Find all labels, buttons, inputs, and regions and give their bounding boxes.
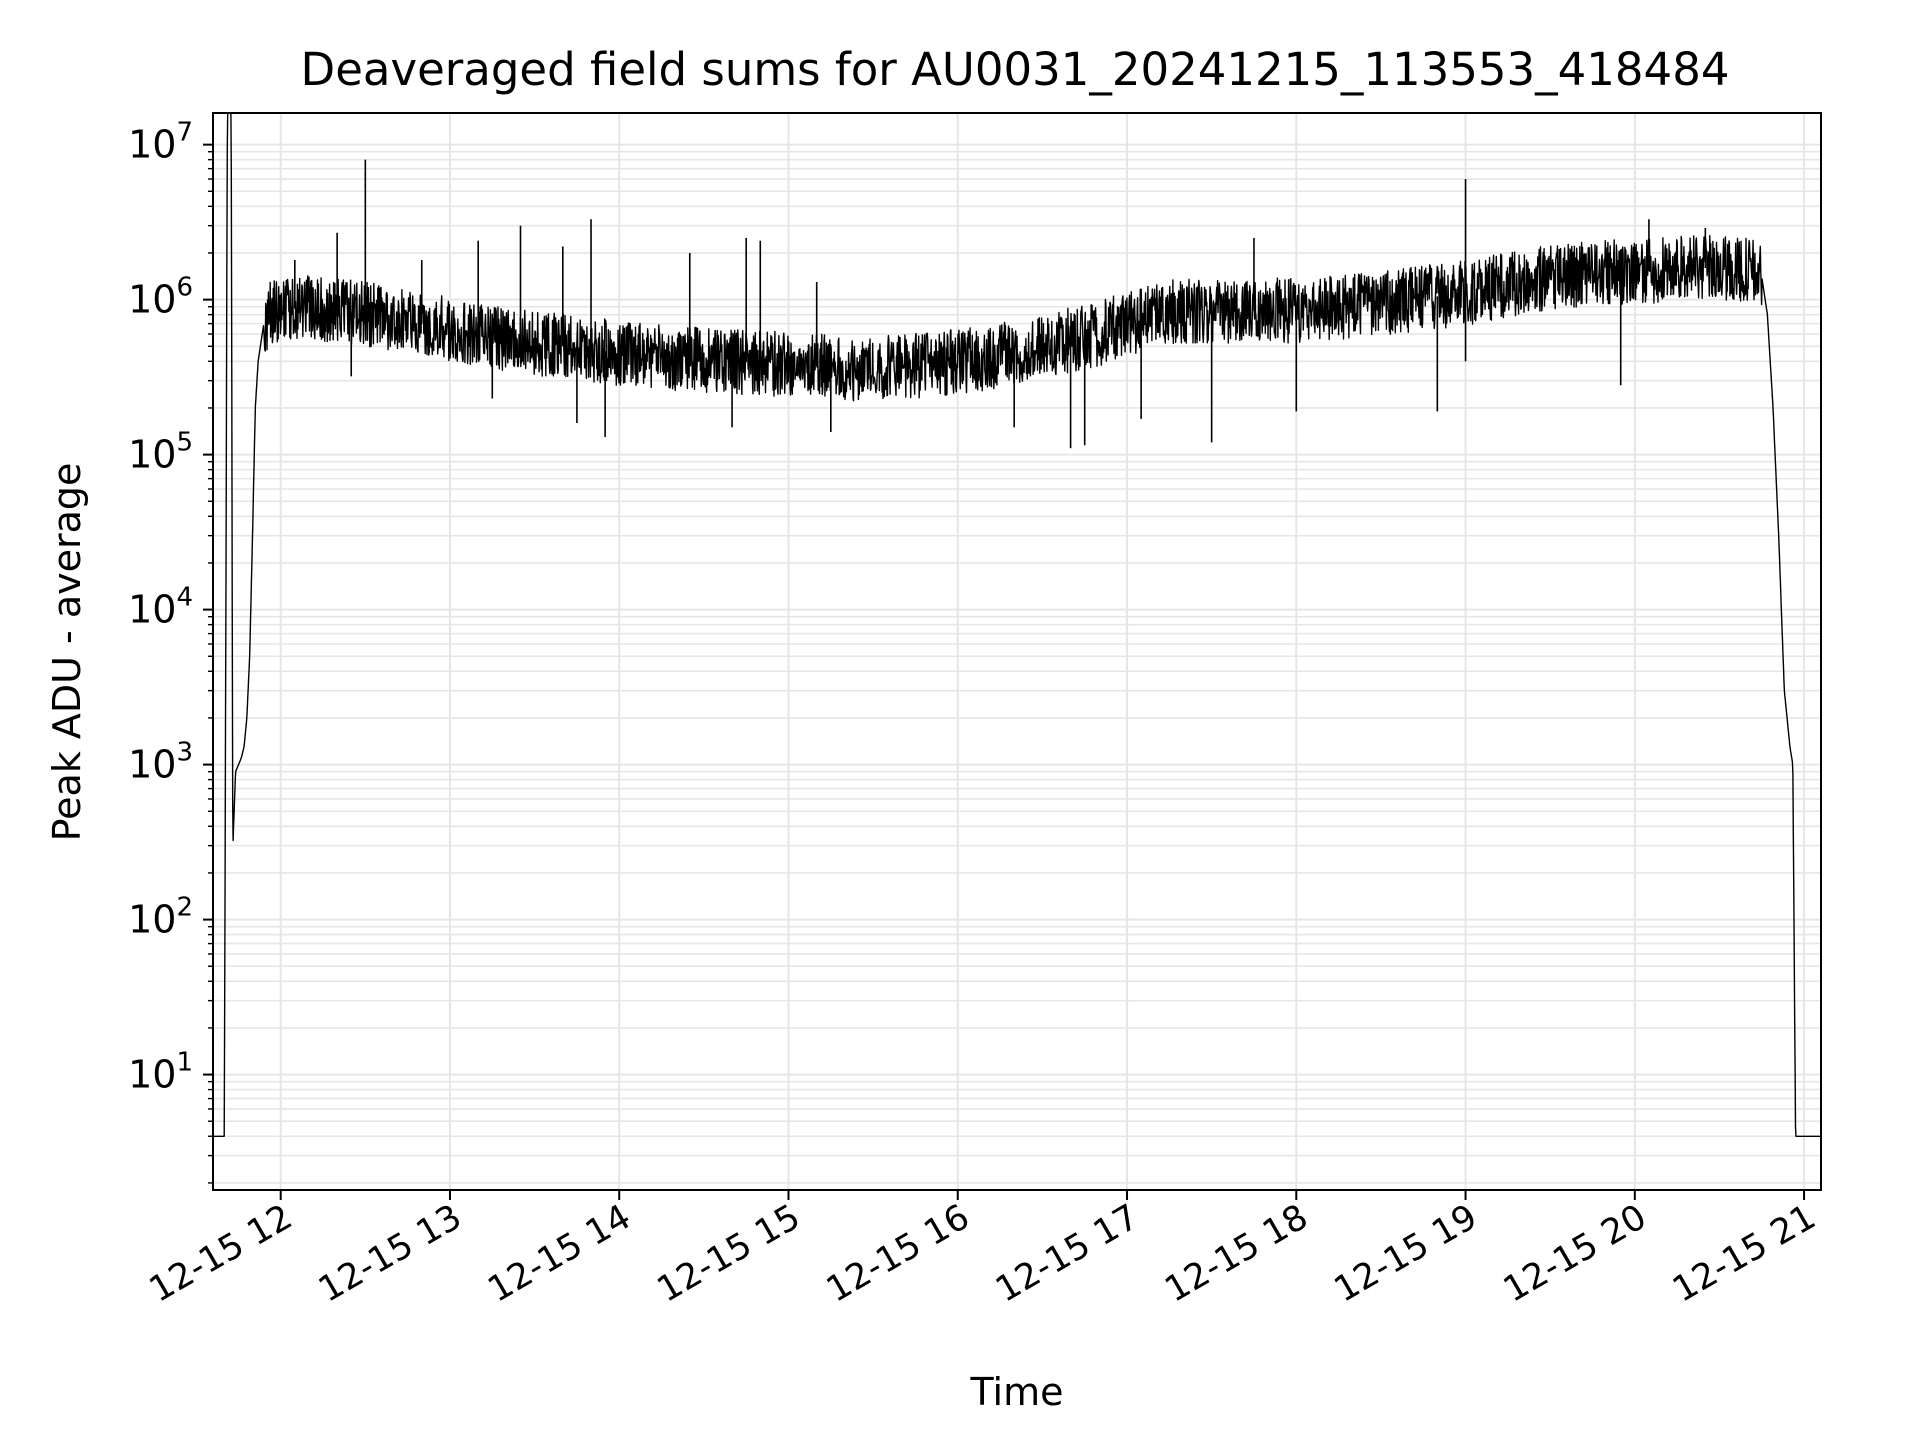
y-tick-label: 102: [128, 893, 193, 942]
axes-frame: [212, 112, 1822, 1191]
y-tick-label: 105: [128, 428, 193, 477]
y-tick-label: 106: [128, 273, 193, 322]
grid-lines: [213, 113, 1821, 1190]
chart-title: Deaveraged field sums for AU0031_2024121…: [301, 43, 1730, 96]
x-axis-label: Time: [970, 1370, 1064, 1414]
y-tick-labels: 101 102 103 104 105 106 107: [128, 118, 193, 1097]
data-series-line: [212, 112, 1822, 1137]
axis-ticks: [203, 143, 1806, 1200]
y-tick-label: 107: [128, 118, 193, 167]
y-axis-label: Peak ADU - average: [45, 463, 89, 842]
plot-area: [212, 112, 1822, 1137]
y-tick-label: 104: [128, 583, 193, 632]
y-tick-label: 103: [128, 738, 193, 787]
y-tick-label: 101: [128, 1048, 193, 1097]
